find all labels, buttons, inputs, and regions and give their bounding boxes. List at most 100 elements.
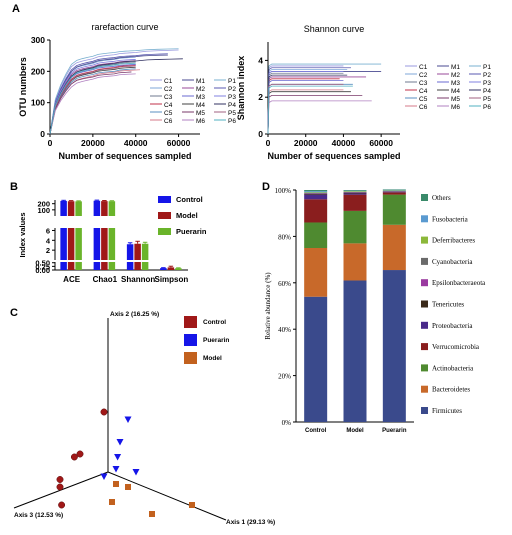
series-line-m4	[267, 91, 351, 135]
y-tick-label: 0.25	[35, 262, 50, 271]
axis-3-label: Axis 3 (12.53 %)	[14, 512, 63, 519]
legend-label-m3: M3	[451, 80, 460, 87]
legend-label-m1: M1	[196, 78, 205, 85]
x-tick-label: 40000	[124, 138, 148, 148]
legend-label-m5: M5	[196, 110, 205, 117]
stack-segment-cyanobacteria	[343, 191, 367, 193]
series-line-m3	[267, 80, 344, 135]
legend-label-firmicutes: Firmicutes	[432, 407, 462, 415]
legend-swatch-actinobacteria	[421, 364, 428, 372]
stack-segment-firmicutes	[382, 270, 406, 422]
stack-segment-verrucomicrobia	[382, 192, 406, 195]
stack-segment-verrucomicrobia	[343, 194, 367, 211]
y-tick-label: 80%	[278, 233, 291, 241]
series-line-c3	[267, 72, 344, 135]
x-tick-label: 0	[48, 138, 53, 148]
stack-segment-bacteroidetes	[382, 224, 406, 271]
series-line-p1	[267, 63, 382, 135]
legend-swatch-others	[421, 194, 428, 201]
bar-control	[93, 228, 101, 260]
legend-label-c2: C2	[164, 86, 173, 93]
x-tick-label: ACE	[63, 275, 81, 284]
legend-label-p6: P6	[483, 104, 491, 111]
series-line-p6	[49, 62, 136, 135]
point-control	[100, 408, 108, 416]
x-tick-label: Puerarin	[382, 428, 407, 434]
legend-label-p2: P2	[228, 86, 236, 93]
bar-model	[134, 243, 141, 260]
chart-title: rarefaction curve	[91, 22, 158, 32]
legend-label-c1: C1	[419, 64, 428, 71]
legend-label-p2: P2	[483, 72, 491, 79]
legend-label-deferribacteres: Deferribacteres	[432, 237, 475, 245]
legend-label-bacteroidetes: Bacteroidetes	[432, 386, 470, 394]
bar-puerarin	[75, 262, 82, 270]
legend-label-actinobacteria: Actinobacteria	[432, 364, 474, 372]
legend-label-c4: C4	[164, 102, 173, 109]
legend-label-tenericutes: Tenericutes	[432, 301, 464, 309]
legend-label-p4: P4	[483, 88, 491, 95]
y-axis-label: Shannon index	[236, 56, 246, 121]
legend-swatch-firmicutes	[421, 407, 428, 414]
legend-label-epsilonbacteraeota: Epsilonbacteraeota	[432, 279, 486, 287]
series-line-c2	[267, 69, 348, 135]
bar-puerarin	[108, 228, 116, 260]
bar-control	[93, 262, 101, 270]
x-tick-label: Shannon	[121, 275, 155, 284]
legend-label-p1: P1	[483, 64, 491, 71]
legend-label-p5: P5	[228, 110, 236, 117]
bar-control	[60, 228, 67, 260]
legend-swatch-puerarin	[158, 228, 171, 235]
point-control	[56, 476, 64, 483]
y-tick-label: 6	[46, 226, 50, 235]
y-tick-label: 0.50	[35, 259, 50, 268]
y-tick-label: 300	[31, 35, 45, 45]
legend-label-verrucomicrobia: Verrucomicrobia	[432, 343, 480, 351]
stack-segment-verrucomicrobia	[304, 199, 328, 223]
bar-control	[60, 262, 67, 270]
point-puerarin	[116, 439, 124, 446]
legend-label-m3: M3	[196, 94, 205, 101]
x-axis-label: Number of sequences sampled	[58, 151, 191, 161]
legend-swatch-control	[184, 316, 197, 328]
stack-segment-others	[343, 190, 367, 191]
y-tick-label: 200	[31, 66, 45, 76]
bar-model	[67, 262, 75, 270]
series-line-c4	[267, 78, 340, 135]
bar-puerarin	[108, 262, 116, 270]
legend-swatch-epsilonbacteraeota	[421, 279, 428, 287]
series-line-m5	[49, 71, 132, 135]
y-tick-label: 0	[40, 129, 45, 139]
axis-2-label: Axis 2 (16.25 %)	[110, 311, 159, 318]
series-line-c1	[267, 65, 344, 135]
series-line-p5	[49, 65, 136, 135]
panel-c: C Axis 2 (16.25 %) Axis 3 (12.53 %) Axis 1 …	[10, 307, 275, 526]
legend-label-p3: P3	[228, 94, 236, 101]
bar-model	[134, 262, 141, 270]
series-line-m2	[49, 60, 136, 135]
stack-segment-actinobacteria	[382, 194, 406, 225]
x-tick-label: 40000	[332, 138, 356, 148]
legend-label-p6: P6	[228, 118, 236, 125]
panel-label-b: B	[10, 181, 18, 193]
legend-label-c2: C2	[419, 72, 428, 79]
point-model	[189, 502, 195, 508]
series-line-p3	[49, 59, 136, 135]
x-tick-label: 20000	[294, 138, 318, 148]
x-tick-label: 60000	[167, 138, 191, 148]
stack-segment-firmicutes	[304, 296, 328, 422]
bar-puerarin	[175, 268, 182, 270]
legend-swatch-bacteroidetes	[421, 385, 428, 393]
panel-label-d: D	[262, 181, 270, 193]
point-model	[125, 484, 131, 490]
stack-segment-tenericutes	[304, 193, 328, 195]
bar-control	[126, 244, 134, 260]
stack-segment-bacteroidetes	[304, 248, 328, 297]
bar-model	[67, 228, 75, 260]
x-tick-label: Simpson	[154, 275, 188, 284]
stack-segment-proteobacteria	[382, 191, 406, 193]
stack-segment-deferribacteres	[304, 192, 328, 194]
x-tick-label: Model	[346, 428, 364, 434]
stack-segment-fusobacteria	[382, 189, 406, 191]
